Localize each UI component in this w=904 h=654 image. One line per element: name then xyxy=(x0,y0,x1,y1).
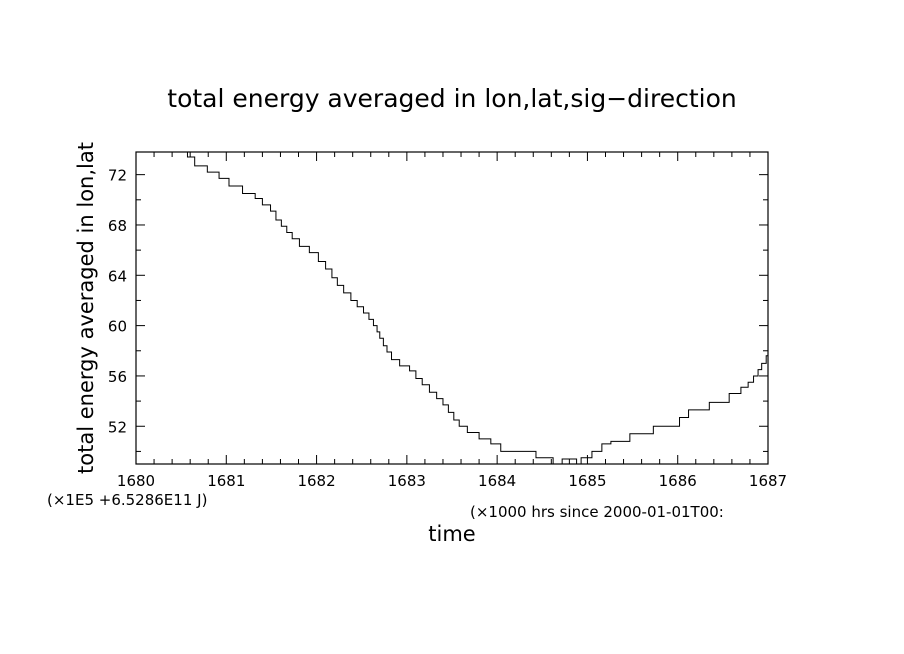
y-axis-label: total energy averaged in lon,lat xyxy=(74,142,98,474)
x-tick-label: 1681 xyxy=(207,472,245,490)
y-axis: 52 56 60 64 68 72 xyxy=(108,167,768,452)
y-tick-label: 64 xyxy=(108,267,127,285)
x-tick-label: 1683 xyxy=(388,472,426,490)
x-axis-label: time xyxy=(428,522,475,546)
y-tick-label: 56 xyxy=(108,368,127,386)
x-tick-label: 1680 xyxy=(117,472,155,490)
chart-title: total energy averaged in lon,lat,sig−dir… xyxy=(167,84,736,113)
plot-clip xyxy=(181,152,768,464)
y-scale-note: (×1E5 +6.5286E11 J) xyxy=(47,491,207,509)
series-line xyxy=(181,152,768,464)
x-tick-label: 1687 xyxy=(749,472,787,490)
y-tick-label: 68 xyxy=(108,217,127,235)
y-tick-label: 60 xyxy=(108,318,127,336)
y-tick-label: 72 xyxy=(108,167,127,185)
x-axis: 1680 1681 1682 1683 1684 1685 1686 1687 xyxy=(117,152,787,490)
x-tick-label: 1684 xyxy=(478,472,516,490)
x-tick-label: 1682 xyxy=(297,472,335,490)
plot-frame xyxy=(135,151,769,465)
x-scale-note: (×1000 hrs since 2000-01-01T00: xyxy=(470,503,724,521)
x-tick-label: 1685 xyxy=(568,472,606,490)
y-tick-label: 52 xyxy=(108,418,127,436)
x-tick-label: 1686 xyxy=(659,472,697,490)
